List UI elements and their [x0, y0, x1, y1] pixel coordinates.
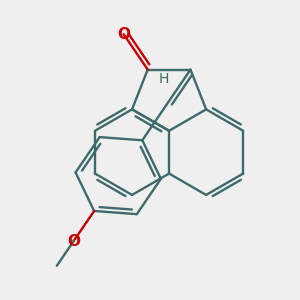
Text: O: O: [67, 233, 80, 248]
Text: O: O: [117, 27, 130, 42]
Text: H: H: [159, 72, 169, 86]
